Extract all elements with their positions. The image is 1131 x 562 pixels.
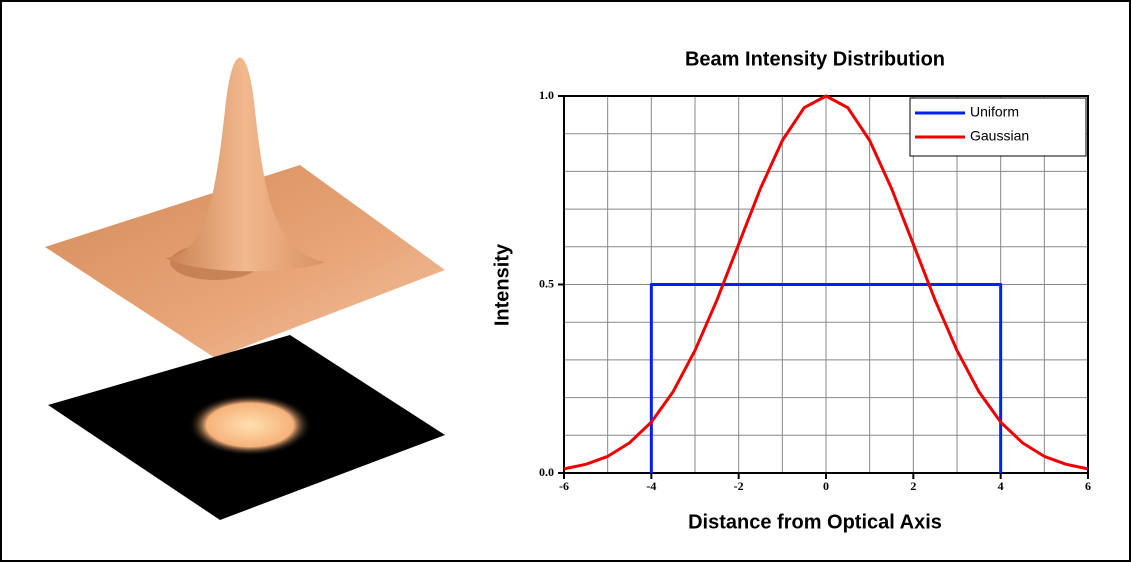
x-tick-label: 2 bbox=[910, 479, 916, 493]
y-axis-label: Intensity bbox=[491, 243, 513, 326]
chart-title: Beam Intensity Distribution bbox=[685, 48, 945, 70]
figure: Beam Intensity Distribution Distance fro… bbox=[0, 0, 1131, 562]
legend-label: Uniform bbox=[970, 104, 1019, 120]
y-tick-label: 1.0 bbox=[539, 88, 554, 102]
beam-illustration bbox=[45, 58, 445, 521]
x-tick-label: 4 bbox=[998, 479, 1004, 493]
y-tick-label: 0.5 bbox=[539, 276, 554, 290]
page: Beam Intensity Distribution Distance fro… bbox=[0, 0, 1131, 562]
x-tick-label: -4 bbox=[646, 479, 656, 493]
x-tick-label: -2 bbox=[734, 479, 744, 493]
y-tick-label: 0.0 bbox=[539, 465, 554, 479]
x-tick-label: 6 bbox=[1085, 479, 1091, 493]
beam-spot bbox=[188, 394, 312, 456]
x-axis-label: Distance from Optical Axis bbox=[688, 511, 942, 533]
x-tick-label: -6 bbox=[559, 479, 569, 493]
legend-label: Gaussian bbox=[970, 128, 1029, 144]
x-tick-label: 0 bbox=[823, 479, 829, 493]
